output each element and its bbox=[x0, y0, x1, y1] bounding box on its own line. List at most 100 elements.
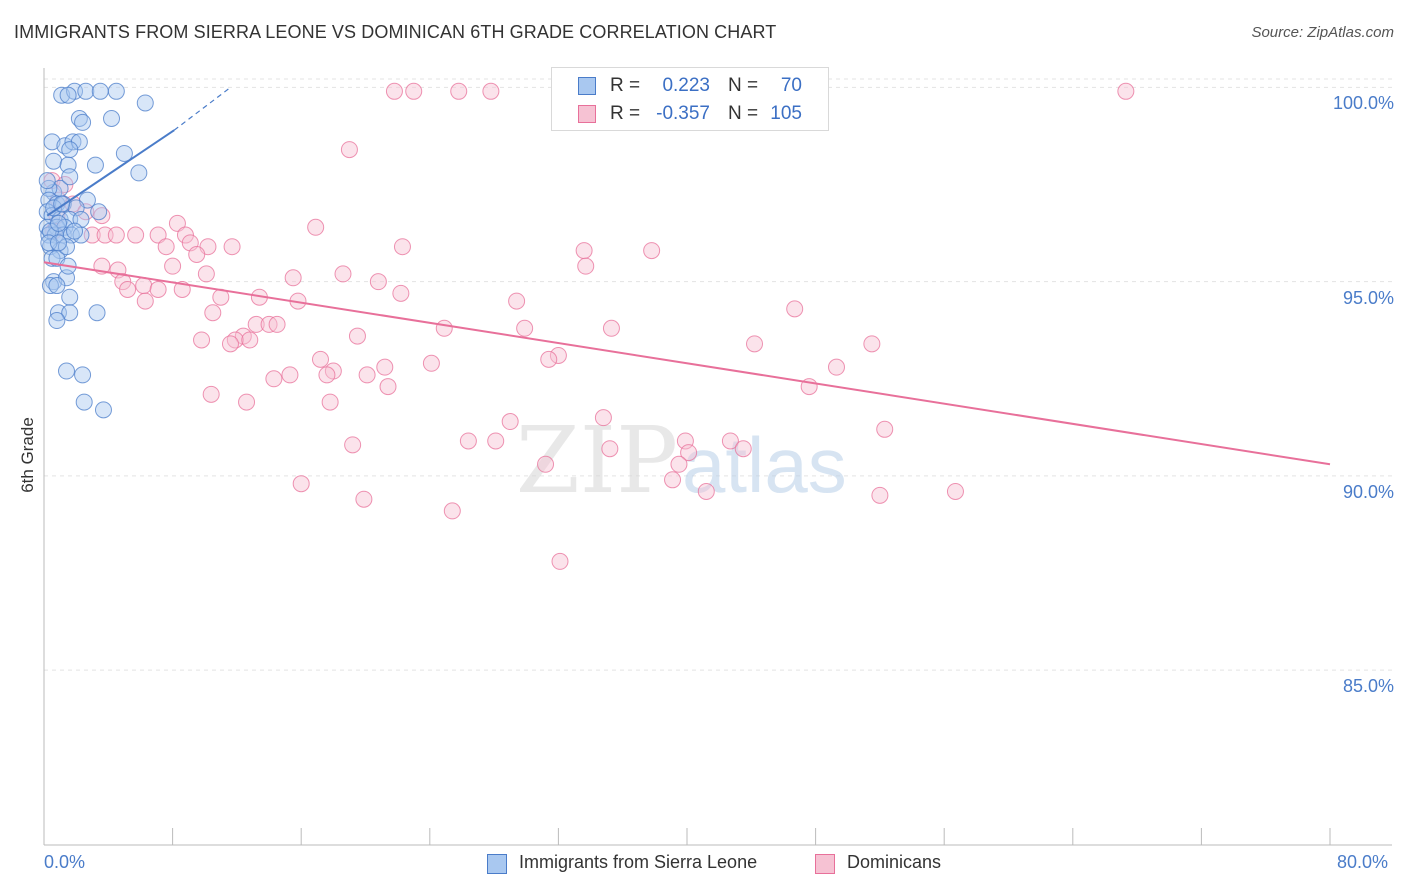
point-dominicans bbox=[551, 552, 569, 570]
point-dominicans bbox=[594, 409, 612, 427]
point-dominicans bbox=[238, 393, 256, 411]
legend-swatch-blue bbox=[487, 854, 507, 874]
point-dominicans bbox=[549, 346, 567, 364]
legend-r-value: 0.223 bbox=[662, 75, 710, 96]
point-dominicans bbox=[443, 502, 461, 520]
point-dominicans bbox=[188, 245, 206, 263]
watermark-atlas: atlas bbox=[682, 421, 847, 509]
point-dominicans bbox=[149, 226, 167, 244]
point-dominicans bbox=[577, 257, 595, 275]
point-dominicans bbox=[376, 358, 394, 376]
point-dominicans bbox=[321, 393, 339, 411]
axes bbox=[43, 68, 1392, 846]
trend-line-sierra-leone bbox=[46, 129, 175, 217]
point-dominicans bbox=[422, 354, 440, 372]
point-dominicans bbox=[501, 413, 519, 431]
point-dominicans bbox=[204, 304, 222, 322]
point-sierra-leone bbox=[61, 288, 79, 306]
point-sierra-leone bbox=[61, 304, 79, 322]
point-dominicans bbox=[268, 315, 286, 333]
point-sierra-leone bbox=[75, 393, 93, 411]
legend-row-sierra-leone: R = 0.223 N = 70 bbox=[552, 73, 828, 99]
point-dominicans bbox=[127, 226, 145, 244]
point-dominicans bbox=[197, 265, 215, 283]
point-sierra-leone bbox=[107, 82, 125, 100]
point-sierra-leone bbox=[61, 168, 79, 186]
point-sierra-leone bbox=[48, 312, 66, 330]
point-sierra-leone bbox=[74, 366, 92, 384]
trend-line-dominicans bbox=[43, 261, 1331, 466]
point-dominicans bbox=[670, 455, 688, 473]
point-dominicans bbox=[369, 273, 387, 291]
point-sierra-leone bbox=[66, 222, 84, 240]
point-dominicans bbox=[136, 292, 154, 310]
chart-title: IMMIGRANTS FROM SIERRA LEONE VS DOMINICA… bbox=[14, 22, 777, 42]
point-sierra-leone bbox=[53, 86, 71, 104]
legend-label: Immigrants from Sierra Leone bbox=[519, 852, 758, 872]
grid-lines bbox=[44, 78, 1392, 671]
chart-source: Source: ZipAtlas.com bbox=[1251, 24, 1394, 41]
point-dominicans bbox=[135, 277, 153, 295]
point-dominicans bbox=[602, 319, 620, 337]
point-sierra-leone bbox=[74, 113, 92, 131]
point-dominicans bbox=[680, 444, 698, 462]
trend-lines bbox=[43, 86, 1331, 466]
point-dominicans bbox=[202, 385, 220, 403]
point-sierra-leone bbox=[38, 172, 56, 190]
series-legend: Immigrants from Sierra Leone Dominicans bbox=[0, 852, 1406, 878]
point-dominicans bbox=[643, 242, 661, 260]
point-dominicans bbox=[379, 378, 397, 396]
point-dominicans bbox=[697, 482, 715, 500]
point-sierra-leone bbox=[41, 277, 59, 295]
point-dominicans bbox=[358, 366, 376, 384]
point-dominicans bbox=[393, 238, 411, 256]
point-dominicans bbox=[107, 226, 125, 244]
point-dominicans bbox=[119, 280, 137, 298]
point-dominicans bbox=[392, 284, 410, 302]
point-dominicans bbox=[292, 475, 310, 493]
point-dominicans bbox=[344, 436, 362, 454]
point-sierra-leone bbox=[61, 141, 79, 159]
point-dominicans bbox=[537, 455, 555, 473]
point-sierra-leone bbox=[94, 401, 112, 419]
series-dominicans bbox=[43, 82, 1135, 570]
point-sierra-leone bbox=[88, 304, 106, 322]
legend-r-value: -0.357 bbox=[656, 103, 710, 124]
point-dominicans bbox=[355, 490, 373, 508]
legend-n-label: N = bbox=[728, 75, 759, 96]
legend-row-dominicans: R = -0.357 N = 105 bbox=[552, 101, 828, 127]
point-dominicans bbox=[247, 315, 265, 333]
point-sierra-leone bbox=[59, 86, 77, 104]
legend-label: Dominicans bbox=[847, 852, 942, 872]
point-dominicans bbox=[284, 269, 302, 287]
point-dominicans bbox=[863, 335, 881, 353]
point-dominicans bbox=[385, 82, 403, 100]
legend-n-label: N = bbox=[728, 103, 759, 124]
point-dominicans bbox=[157, 238, 175, 256]
point-dominicans bbox=[241, 331, 259, 349]
point-dominicans bbox=[516, 319, 534, 337]
x-tick-label-min: 0.0% bbox=[44, 852, 86, 872]
point-dominicans bbox=[405, 82, 423, 100]
point-dominicans bbox=[168, 214, 186, 232]
point-dominicans bbox=[450, 82, 468, 100]
series-sierra-leone bbox=[38, 82, 154, 419]
point-sierra-leone bbox=[115, 144, 133, 162]
point-dominicans bbox=[435, 319, 453, 337]
legend-r-label: R = bbox=[610, 103, 641, 124]
point-sierra-leone bbox=[103, 110, 121, 128]
point-sierra-leone bbox=[91, 82, 109, 100]
point-dominicans bbox=[508, 292, 526, 310]
legend-n-value: 105 bbox=[770, 103, 802, 124]
point-dominicans bbox=[946, 482, 964, 500]
point-sierra-leone bbox=[49, 214, 67, 232]
stats-legend: R = 0.223 N = 70 R = -0.357 N = 105 bbox=[551, 67, 829, 131]
point-dominicans bbox=[482, 82, 500, 100]
point-dominicans bbox=[223, 238, 241, 256]
point-dominicans bbox=[340, 141, 358, 159]
point-dominicans bbox=[307, 218, 325, 236]
point-dominicans bbox=[827, 358, 845, 376]
point-dominicans bbox=[734, 440, 752, 458]
point-sierra-leone bbox=[40, 234, 58, 252]
